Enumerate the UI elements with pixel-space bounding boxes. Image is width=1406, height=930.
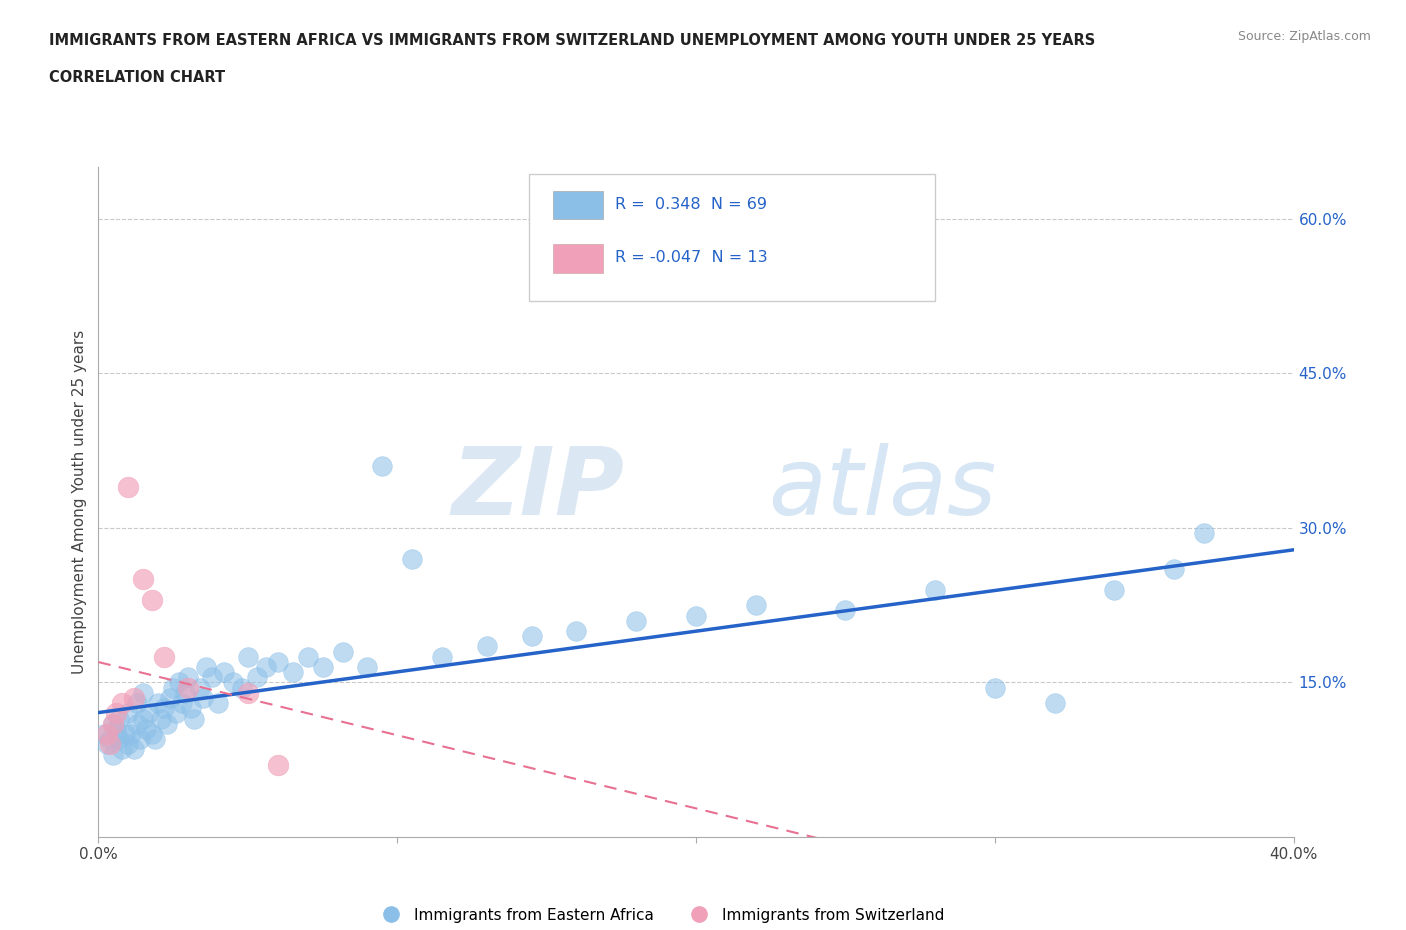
Point: [143, 732, 166, 747]
Point: [114, 726, 136, 741]
Text: Source: ZipAtlas.com: Source: ZipAtlas.com: [1237, 30, 1371, 43]
Point: [162, 680, 184, 695]
Point: [520, 629, 543, 644]
Point: [120, 726, 142, 741]
Point: [188, 680, 211, 695]
Point: [685, 608, 707, 623]
Point: [108, 711, 131, 726]
Point: [222, 675, 245, 690]
Point: [148, 696, 170, 711]
Point: [117, 706, 139, 721]
Point: [103, 747, 125, 762]
Text: ZIP: ZIP: [451, 443, 624, 535]
Point: [124, 742, 146, 757]
Point: [156, 716, 179, 731]
Text: R = -0.047  N = 13: R = -0.047 N = 13: [614, 250, 768, 265]
Point: [105, 722, 128, 737]
Legend: Immigrants from Eastern Africa, Immigrants from Switzerland: Immigrants from Eastern Africa, Immigran…: [370, 901, 950, 929]
Point: [183, 711, 205, 726]
Point: [129, 732, 152, 747]
Point: [98, 732, 122, 747]
Point: [834, 603, 856, 618]
Point: [207, 696, 229, 711]
Point: [132, 685, 155, 700]
Point: [177, 680, 200, 695]
Point: [267, 757, 290, 772]
Point: [172, 696, 194, 711]
FancyBboxPatch shape: [553, 245, 603, 272]
Point: [565, 623, 588, 638]
Point: [236, 649, 259, 664]
Point: [267, 655, 290, 670]
Point: [98, 737, 122, 751]
Point: [281, 665, 304, 680]
Point: [254, 659, 277, 674]
Point: [1163, 562, 1185, 577]
Point: [745, 598, 768, 613]
Point: [311, 659, 333, 674]
Point: [105, 706, 128, 721]
Y-axis label: Unemployment Among Youth under 25 years: Unemployment Among Youth under 25 years: [72, 330, 87, 674]
Point: [180, 701, 202, 716]
Point: [1192, 525, 1215, 540]
Point: [983, 680, 1005, 695]
Point: [103, 716, 125, 731]
Point: [111, 696, 134, 711]
Point: [356, 659, 378, 674]
Point: [177, 670, 200, 684]
Point: [124, 690, 146, 705]
FancyBboxPatch shape: [529, 174, 935, 301]
Point: [174, 685, 197, 700]
Point: [132, 572, 155, 587]
Point: [212, 665, 235, 680]
FancyBboxPatch shape: [553, 191, 603, 219]
Point: [117, 737, 139, 751]
Point: [332, 644, 354, 659]
Point: [165, 706, 187, 721]
Point: [246, 670, 269, 684]
Point: [1043, 696, 1066, 711]
Point: [475, 639, 498, 654]
Point: [201, 670, 224, 684]
Point: [167, 675, 190, 690]
Point: [138, 706, 160, 721]
Point: [96, 726, 118, 741]
Point: [132, 711, 155, 726]
Point: [924, 582, 946, 597]
Point: [153, 649, 176, 664]
Point: [297, 649, 319, 664]
Point: [111, 742, 134, 757]
Point: [236, 685, 259, 700]
Point: [159, 690, 181, 705]
Point: [135, 722, 157, 737]
Point: [430, 649, 453, 664]
Point: [150, 711, 173, 726]
Text: IMMIGRANTS FROM EASTERN AFRICA VS IMMIGRANTS FROM SWITZERLAND UNEMPLOYMENT AMONG: IMMIGRANTS FROM EASTERN AFRICA VS IMMIGR…: [49, 33, 1095, 47]
Point: [401, 551, 423, 566]
Point: [624, 613, 647, 628]
Point: [117, 479, 139, 494]
Point: [108, 732, 131, 747]
Text: atlas: atlas: [768, 444, 995, 535]
Point: [371, 458, 394, 473]
Point: [141, 726, 163, 741]
Point: [96, 737, 118, 751]
Text: CORRELATION CHART: CORRELATION CHART: [49, 70, 225, 85]
Point: [1104, 582, 1126, 597]
Point: [231, 680, 253, 695]
Text: R =  0.348  N = 69: R = 0.348 N = 69: [614, 197, 766, 212]
Point: [93, 726, 115, 741]
Point: [153, 701, 176, 716]
Point: [127, 696, 149, 711]
Point: [127, 716, 149, 731]
Point: [103, 716, 125, 731]
Point: [141, 592, 163, 607]
Point: [194, 659, 218, 674]
Point: [191, 690, 214, 705]
